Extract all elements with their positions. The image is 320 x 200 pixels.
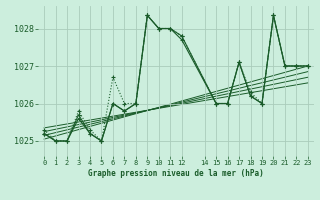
X-axis label: Graphe pression niveau de la mer (hPa): Graphe pression niveau de la mer (hPa) bbox=[88, 169, 264, 178]
